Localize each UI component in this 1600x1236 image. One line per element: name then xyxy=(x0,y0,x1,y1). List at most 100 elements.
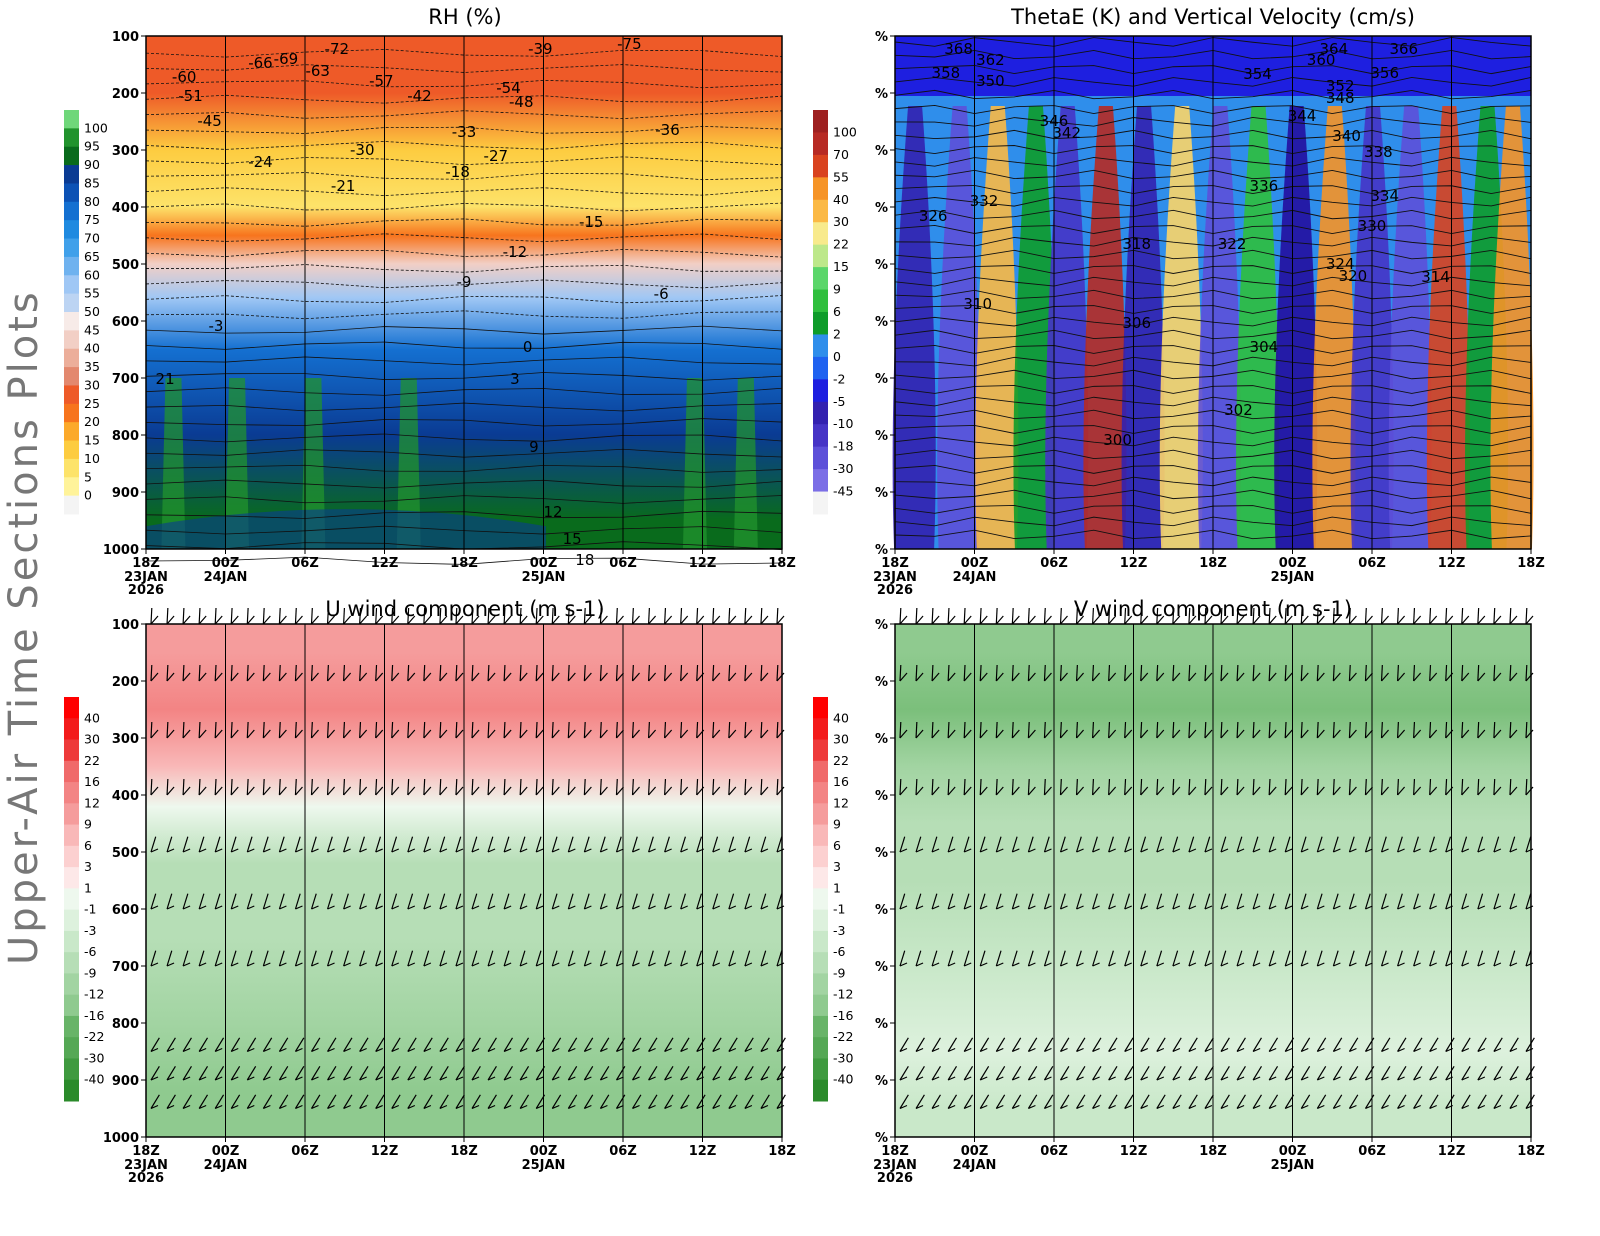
rh-y-tick-label: 400 xyxy=(112,201,139,216)
u-wind-wind-barb xyxy=(246,836,253,853)
u-wind-wind-barb-flag xyxy=(760,786,769,796)
u-wind-wind-barb xyxy=(375,1037,385,1052)
v-wind-wind-barb-flag xyxy=(1044,615,1052,625)
u-wind-wind-barb-flag xyxy=(680,1104,688,1110)
v-wind-wind-barb-flag xyxy=(1461,615,1470,625)
u-wind-wind-barb xyxy=(439,1037,449,1052)
v-wind-colorbar-swatch xyxy=(813,867,828,889)
u-wind-wind-barb xyxy=(455,893,462,910)
v-wind-wind-barb xyxy=(1413,1094,1423,1109)
v-wind-wind-barb-flag xyxy=(1268,672,1277,682)
u-wind-wind-barb xyxy=(166,893,173,910)
u-wind-wind-barb xyxy=(615,836,622,853)
v-wind-wind-barb-flag xyxy=(1220,962,1229,967)
u-wind-colorbar-label: -40 xyxy=(84,1072,104,1087)
u-wind-wind-barb-flag xyxy=(471,786,480,796)
u-wind-wind-barb-flag xyxy=(439,729,448,739)
v-wind-wind-barb-flag xyxy=(1188,1104,1197,1110)
v-wind-wind-barb xyxy=(1011,1037,1022,1052)
v-wind-wind-barb xyxy=(1011,836,1018,853)
v-wind-wind-barb xyxy=(1493,664,1496,682)
u-wind-wind-barb xyxy=(343,778,346,796)
u-wind-wind-barb xyxy=(166,1094,176,1109)
rh-colorbar-swatch xyxy=(64,458,79,478)
v-wind-wind-barb xyxy=(1268,1094,1279,1109)
v-wind-wind-barb xyxy=(1445,607,1448,625)
v-wind-wind-barb-flag xyxy=(1333,848,1341,853)
u-wind-wind-barb-flag xyxy=(278,729,287,739)
u-wind-wind-barb-flag xyxy=(567,729,576,739)
v-wind-wind-barb xyxy=(1156,836,1163,853)
v-wind-wind-barb xyxy=(1204,950,1211,967)
u-wind-wind-barb xyxy=(712,721,715,739)
u-wind-wind-barb xyxy=(214,950,221,967)
v-wind-wind-barb xyxy=(1364,721,1367,739)
u-wind-wind-barb-flag xyxy=(664,672,673,682)
u-wind-wind-barb xyxy=(696,1094,706,1109)
rh-y-tick-label: 800 xyxy=(112,429,139,444)
u-wind-wind-barb xyxy=(407,721,410,739)
v-wind-wind-barb xyxy=(1316,836,1323,853)
v-wind-wind-barb-flag xyxy=(1268,615,1277,625)
v-wind-wind-barb xyxy=(1477,721,1480,739)
v-wind-wind-barb xyxy=(1027,664,1030,682)
u-wind-wind-barb xyxy=(615,607,618,625)
u-wind-wind-barb xyxy=(327,1037,337,1052)
u-wind-wind-barb-flag xyxy=(616,905,624,910)
v-wind-wind-barb-flag xyxy=(1429,1047,1437,1053)
u-wind-wind-barb-flag xyxy=(359,848,367,853)
u-wind-colorbar-swatch xyxy=(64,824,79,847)
u-wind-wind-barb xyxy=(262,893,269,910)
v-wind-wind-barb-flag xyxy=(1284,1047,1293,1053)
v-wind-wind-barb xyxy=(1220,721,1223,739)
u-wind-wind-barb-flag xyxy=(776,962,785,967)
u-wind-wind-barb-flag xyxy=(407,729,416,739)
v-wind-wind-barb-flag xyxy=(1236,1076,1245,1081)
v-wind-wind-barb xyxy=(947,836,954,853)
u-wind-y-tick-label: 300 xyxy=(112,732,139,747)
u-wind-wind-barb-flag xyxy=(455,786,464,796)
v-wind-wind-barb xyxy=(1300,1066,1311,1081)
v-wind-wind-barb-flag xyxy=(1044,786,1052,796)
u-wind-wind-barb xyxy=(262,778,265,796)
u-wind-wind-barb-flag xyxy=(568,1076,576,1081)
v-wind-wind-barb xyxy=(1092,1037,1102,1052)
v-wind-wind-barb-flag xyxy=(1301,848,1309,853)
rh-colorbar-swatch xyxy=(64,220,79,240)
rh-moist-column xyxy=(161,378,186,549)
v-wind-wind-barb-flag xyxy=(1188,615,1197,625)
u-wind-wind-barb-flag xyxy=(262,729,271,739)
u-wind-wind-barb-flag xyxy=(327,962,335,967)
u-wind-colorbar-swatch xyxy=(64,739,79,762)
u-wind-wind-barb-flag xyxy=(744,848,753,853)
v-wind-wind-barb-flag xyxy=(1381,1104,1389,1110)
u-wind-x-tick-label: 18Z xyxy=(450,1144,478,1159)
v-wind-wind-barb-flag xyxy=(1381,729,1389,739)
u-wind-wind-barb-flag xyxy=(166,672,175,682)
u-wind-wind-barb-flag xyxy=(278,615,287,625)
v-wind-wind-barb-flag xyxy=(1413,848,1421,853)
v-wind-wind-barb-flag xyxy=(1204,672,1213,682)
rh-contour-label: -48 xyxy=(509,93,534,111)
u-wind-wind-barb xyxy=(311,1066,321,1081)
v-wind-wind-barb-flag xyxy=(1044,729,1052,739)
v-wind-wind-barb-flag xyxy=(1429,1076,1437,1081)
v-wind-wind-barb xyxy=(1300,664,1303,682)
v-wind-wind-barb xyxy=(915,1037,925,1052)
u-wind-wind-barb-flag xyxy=(423,1104,432,1110)
u-wind-wind-barb-flag xyxy=(535,672,544,682)
u-wind-wind-barb xyxy=(567,721,570,739)
thetae-x-tick-date: 23JAN xyxy=(873,570,917,585)
u-wind-wind-barb xyxy=(776,893,783,910)
v-wind-wind-barb xyxy=(1075,664,1078,682)
u-wind-wind-barb-flag xyxy=(150,1076,159,1081)
u-wind-wind-barb xyxy=(359,1066,369,1081)
u-wind-wind-barb-flag xyxy=(552,962,560,967)
u-wind-wind-barb-flag xyxy=(632,729,640,739)
u-wind-wind-barb-flag xyxy=(247,1104,255,1110)
thetae-vv-plume xyxy=(1045,106,1089,549)
thetae-colorbar-label: 9 xyxy=(833,282,841,297)
v-wind-wind-barb-flag xyxy=(1076,729,1085,739)
u-wind-wind-barb-flag xyxy=(584,905,592,910)
rh-colorbar-swatch xyxy=(64,165,79,184)
